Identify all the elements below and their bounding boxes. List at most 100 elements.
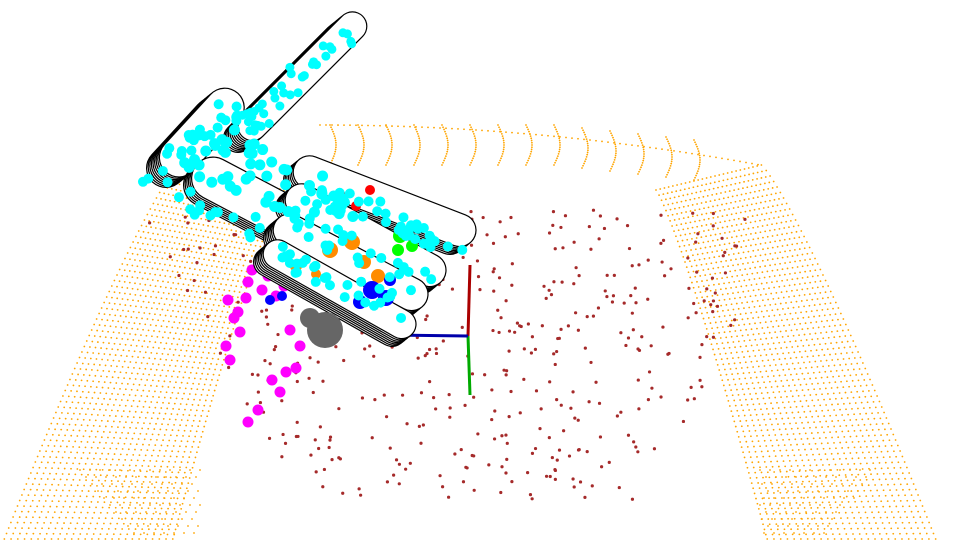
container-point: [161, 234, 164, 237]
container-point: [54, 428, 56, 431]
container-point: [777, 325, 780, 328]
container-point: [793, 283, 796, 286]
container-point: [697, 150, 700, 153]
container-point: [822, 485, 825, 488]
container-point: [772, 428, 775, 431]
container-point: [125, 355, 128, 358]
container-point: [863, 457, 866, 459]
container-point: [232, 279, 234, 282]
container-point: [819, 496, 822, 499]
container-point: [137, 300, 140, 302]
container-point: [361, 135, 364, 138]
container-point: [750, 284, 753, 286]
container-point: [722, 179, 725, 182]
container-point: [825, 359, 828, 362]
container-point: [186, 272, 189, 275]
container-point: [184, 492, 187, 495]
container-point: [835, 369, 838, 372]
container-point: [157, 347, 160, 349]
container-point: [841, 501, 844, 503]
container-point: [167, 528, 170, 531]
container-point: [757, 288, 760, 291]
object-point: [733, 318, 737, 322]
container-point: [123, 480, 126, 483]
container-point: [762, 455, 765, 458]
container-point: [769, 264, 772, 267]
container-point: [848, 385, 851, 388]
container-point: [214, 315, 217, 317]
object-point: [236, 300, 240, 304]
container-point: [749, 414, 752, 417]
container-point: [770, 211, 773, 214]
container-point: [847, 446, 850, 449]
collision-sphere: [257, 144, 269, 156]
container-point: [363, 144, 365, 146]
container-point: [94, 374, 97, 377]
container-point: [202, 247, 205, 249]
container-point: [170, 497, 172, 500]
container-point: [74, 489, 77, 492]
container-point: [176, 327, 179, 329]
container-point: [200, 393, 203, 396]
container-point: [770, 402, 772, 405]
container-point: [135, 443, 138, 446]
container-point: [725, 373, 728, 376]
container-point: [206, 264, 208, 267]
container-point: [182, 283, 185, 286]
container-point: [204, 241, 207, 244]
container-point: [391, 146, 393, 149]
container-point: [765, 445, 768, 447]
container-point: [834, 301, 837, 304]
container-point: [481, 129, 483, 132]
container-point: [828, 381, 831, 384]
container-point: [719, 337, 722, 339]
object-point: [571, 390, 575, 394]
container-point: [167, 193, 170, 196]
container-point: [727, 158, 729, 161]
object-point: [681, 419, 686, 424]
container-point: [244, 259, 247, 262]
container-point: [197, 302, 199, 304]
container-point: [121, 431, 123, 434]
container-point: [813, 315, 815, 318]
container-point: [738, 280, 741, 283]
container-point: [120, 354, 123, 357]
container-point: [728, 405, 731, 407]
container-point: [894, 521, 897, 524]
container-point: [188, 233, 190, 235]
container-point: [150, 475, 153, 478]
container-point: [112, 404, 115, 406]
object-point: [321, 485, 325, 489]
object-point: [577, 273, 581, 278]
container-point: [696, 214, 699, 217]
container-point: [668, 169, 670, 172]
container-point: [179, 504, 181, 506]
container-point: [25, 516, 28, 519]
container-point: [183, 294, 186, 297]
container-point: [386, 126, 388, 129]
object-point: [256, 373, 260, 377]
object-point: [711, 335, 715, 339]
container-point: [36, 455, 39, 458]
container-point: [139, 533, 142, 536]
object-point: [574, 311, 578, 315]
container-point: [752, 197, 755, 199]
container-point: [202, 335, 204, 338]
collision-sphere: [374, 283, 385, 294]
container-point: [643, 150, 645, 153]
container-point: [697, 242, 700, 245]
container-point: [777, 490, 779, 492]
container-point: [803, 394, 806, 397]
container-point: [781, 279, 784, 282]
container-point: [171, 235, 174, 238]
container-point: [70, 467, 72, 470]
container-point: [830, 342, 832, 345]
container-point: [820, 360, 822, 362]
container-point: [801, 405, 804, 408]
container-point: [728, 281, 731, 284]
container-point: [705, 224, 708, 226]
container-point: [727, 253, 730, 256]
container-point: [557, 135, 560, 138]
container-point: [707, 217, 710, 220]
